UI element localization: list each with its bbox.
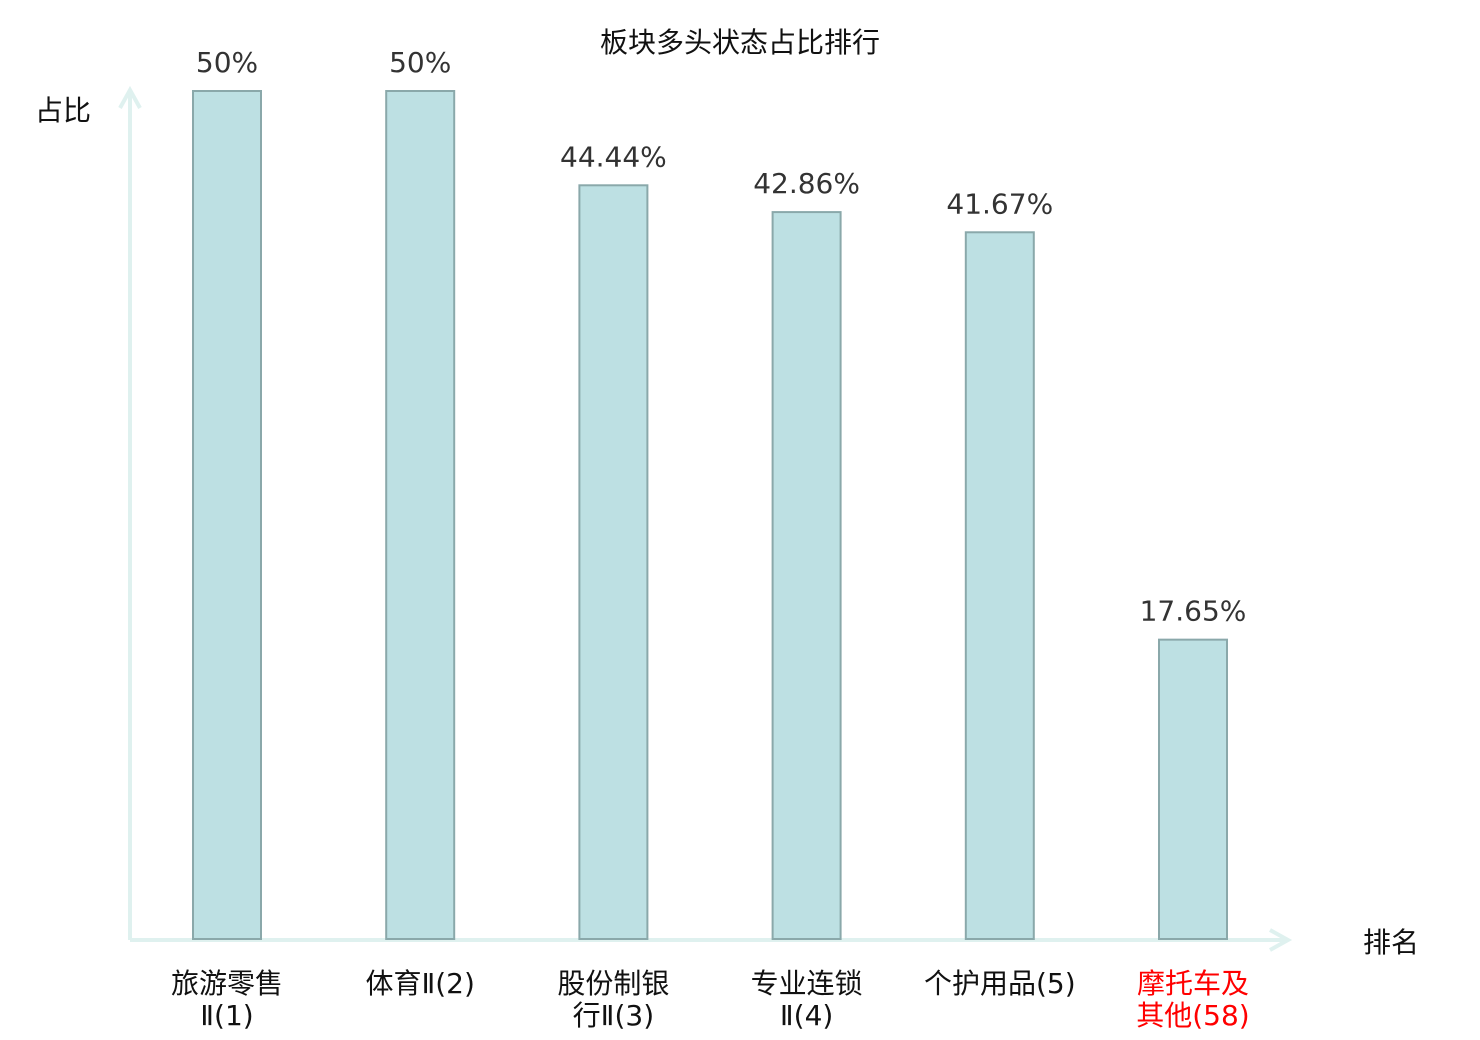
y-axis-arrow-icon [118, 85, 142, 109]
x-axis [130, 928, 1293, 952]
data-label: 50% [389, 46, 451, 79]
x-tick-label: 行Ⅱ(3) [573, 999, 654, 1032]
x-tick-label: 专业连锁 [751, 967, 863, 1000]
x-tick-label: 摩托车及 [1137, 967, 1249, 1000]
data-label: 17.65% [1140, 595, 1247, 628]
x-axis-label: 排名 [1363, 926, 1419, 959]
data-label: 50% [196, 46, 258, 79]
data-label: 41.67% [946, 187, 1053, 220]
bar [964, 231, 1035, 940]
chart-title: 板块多头状态占比排行 [600, 26, 880, 59]
bar [771, 211, 842, 940]
bar [385, 90, 456, 940]
x-tick-label: 其他(58) [1136, 999, 1249, 1032]
x-tick-label: 旅游零售 [171, 967, 283, 1000]
x-tick-label: 股份制银 [557, 967, 669, 1000]
bar [578, 184, 649, 940]
x-axis-arrow-icon [1269, 928, 1293, 952]
bar [192, 90, 262, 940]
y-axis [118, 85, 142, 940]
y-axis-label: 占比 [35, 94, 91, 127]
x-tick-label: Ⅱ(1) [200, 999, 253, 1032]
x-tick-label: Ⅱ(4) [780, 999, 833, 1032]
x-tick-label: 体育Ⅱ(2) [365, 967, 474, 1000]
data-label: 42.86% [753, 167, 860, 200]
x-tick-label: 个护用品(5) [924, 967, 1076, 1000]
bar [1158, 638, 1228, 940]
data-label: 44.44% [560, 140, 667, 173]
